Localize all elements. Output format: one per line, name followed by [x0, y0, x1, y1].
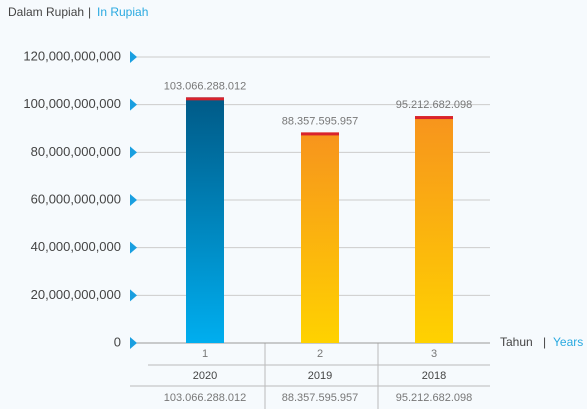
tick-marker — [130, 289, 137, 302]
title: Dalam Rupiah — [8, 5, 84, 19]
value-label: 103.066.288.012 — [164, 80, 247, 92]
tick-marker — [130, 241, 137, 254]
table-value: 103.066.288.012 — [164, 392, 247, 404]
bar-cap — [301, 132, 339, 136]
x-label-en: Years — [553, 335, 583, 349]
table-value: 95.212.682.098 — [396, 392, 472, 404]
y-tick-label: 60,000,000,000 — [31, 191, 121, 206]
y-tick-label: 100,000,000,000 — [23, 96, 121, 111]
value-label: 88.357.595.957 — [282, 115, 358, 127]
tick-marker — [130, 98, 137, 111]
index-label: 1 — [202, 348, 208, 360]
x-tick-label: 2018 — [422, 370, 446, 382]
bar-cap — [415, 116, 453, 120]
bar — [415, 116, 453, 343]
tick-marker — [130, 51, 137, 63]
x-label: Tahun — [500, 335, 533, 349]
y-tick-label: 20,000,000,000 — [31, 287, 121, 302]
bar-cap — [186, 97, 224, 101]
y-tick-label: 120,000,000,000 — [23, 48, 121, 63]
tick-marker — [130, 337, 137, 349]
title-en: In Rupiah — [97, 5, 148, 19]
index-label: 3 — [431, 348, 437, 360]
tick-marker — [130, 194, 137, 206]
index-label: 2 — [317, 348, 323, 360]
y-tick-label: 0 — [114, 334, 121, 349]
table-value: 88.357.595.957 — [282, 392, 358, 404]
bar — [301, 132, 339, 343]
x-label-separator: | — [543, 335, 546, 349]
y-tick-label: 80,000,000,000 — [31, 144, 121, 159]
bar — [186, 97, 224, 344]
value-label: 95.212.682.098 — [396, 99, 472, 111]
x-tick-label: 2020 — [193, 370, 217, 382]
y-tick-label: 40,000,000,000 — [31, 239, 121, 254]
title-separator: | — [88, 5, 91, 19]
x-tick-label: 2019 — [308, 370, 332, 382]
tick-marker — [130, 146, 137, 159]
